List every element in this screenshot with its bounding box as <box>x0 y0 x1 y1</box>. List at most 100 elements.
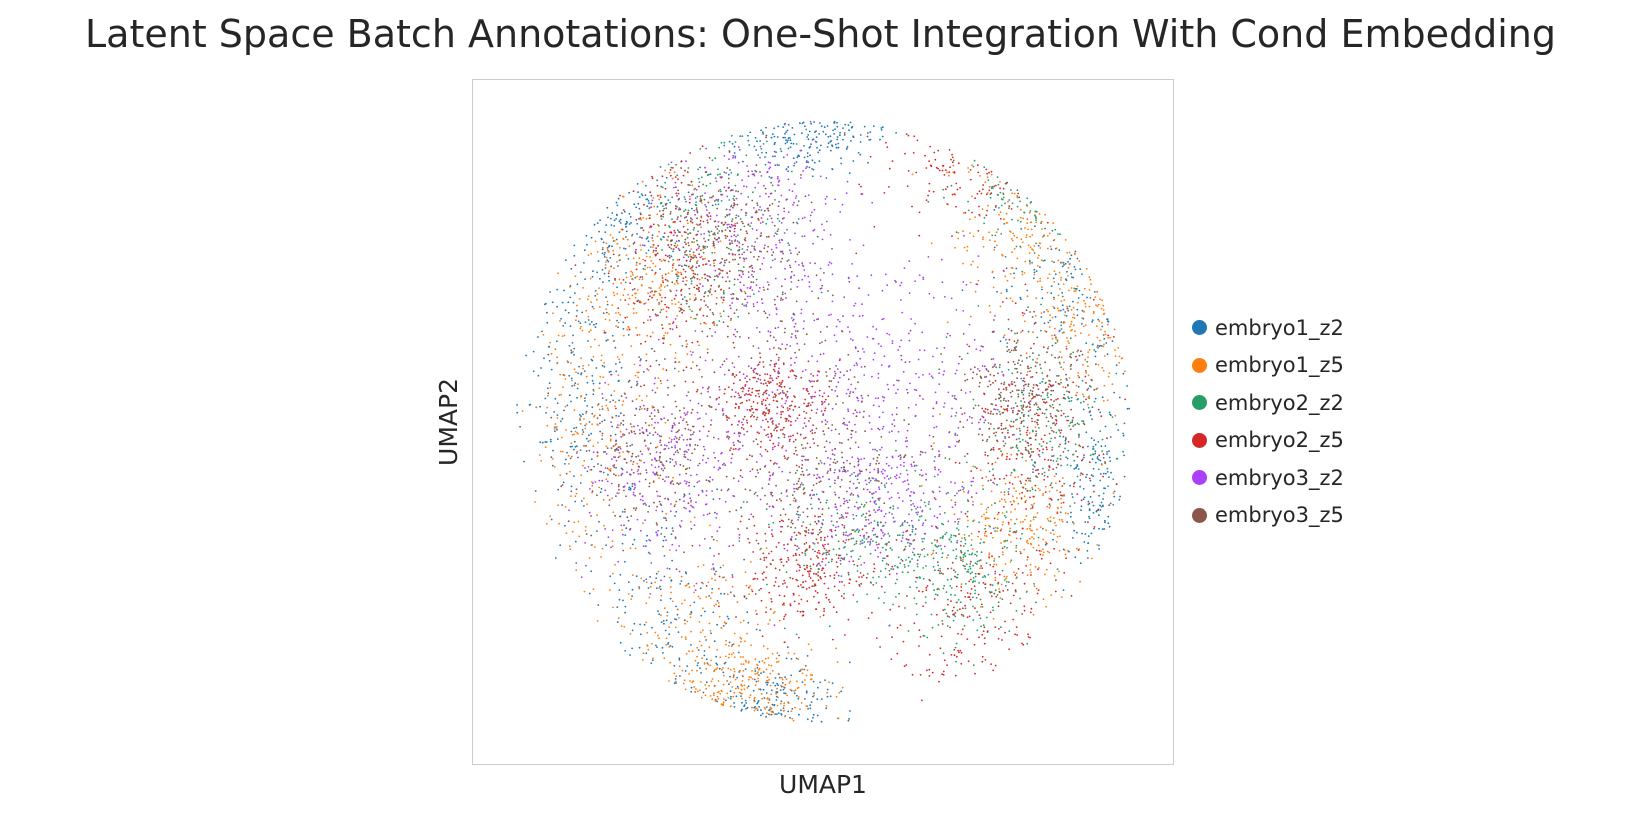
scatter-point <box>1026 441 1029 444</box>
scatter-point <box>674 303 677 305</box>
scatter-point <box>814 515 816 518</box>
scatter-point <box>619 246 621 249</box>
scatter-point <box>1006 589 1009 591</box>
scatter-point <box>1097 508 1100 511</box>
scatter-point <box>765 508 768 510</box>
scatter-point <box>713 669 716 672</box>
scatter-point <box>721 257 724 260</box>
scatter-point <box>1030 366 1032 369</box>
scatter-point <box>654 273 656 276</box>
scatter-point <box>1021 642 1023 645</box>
scatter-point <box>925 565 927 567</box>
scatter-point <box>767 433 769 436</box>
scatter-point <box>1036 336 1039 339</box>
scatter-point <box>763 661 766 664</box>
scatter-point <box>978 573 980 575</box>
scatter-point <box>669 661 671 664</box>
scatter-point <box>553 466 556 468</box>
scatter-point <box>572 301 575 304</box>
scatter-point <box>945 591 948 593</box>
scatter-point <box>1111 340 1114 342</box>
scatter-point <box>755 149 758 151</box>
scatter-point <box>933 598 936 600</box>
scatter-point <box>683 619 686 622</box>
scatter-point <box>584 400 586 402</box>
scatter-point <box>956 527 958 530</box>
scatter-point <box>560 450 562 453</box>
scatter-point <box>1062 308 1065 311</box>
scatter-point <box>896 578 898 581</box>
scatter-point <box>583 590 586 593</box>
scatter-point <box>1027 385 1030 388</box>
scatter-point <box>686 343 689 345</box>
scatter-point <box>658 303 661 305</box>
scatter-point <box>827 587 830 590</box>
scatter-point <box>972 398 975 401</box>
scatter-point <box>1014 522 1016 525</box>
scatter-point <box>1002 196 1005 199</box>
scatter-point <box>580 325 582 328</box>
scatter-point <box>836 125 839 128</box>
scatter-point <box>1063 393 1066 396</box>
scatter-point <box>673 664 676 667</box>
scatter-point <box>1106 318 1109 320</box>
scatter-point <box>884 567 887 570</box>
scatter-point <box>1020 452 1022 455</box>
scatter-point <box>743 394 746 396</box>
scatter-point <box>972 664 975 667</box>
scatter-point <box>944 457 947 459</box>
scatter-point <box>1031 459 1033 461</box>
scatter-point <box>1053 261 1055 264</box>
scatter-point <box>569 325 572 328</box>
scatter-point <box>647 298 650 301</box>
scatter-point <box>623 247 625 250</box>
scatter-point <box>992 536 994 539</box>
scatter-point <box>1040 316 1043 318</box>
scatter-point <box>939 570 941 572</box>
scatter-point <box>999 597 1002 599</box>
scatter-point <box>1042 551 1045 554</box>
scatter-point <box>739 469 742 472</box>
scatter-point <box>732 197 735 200</box>
scatter-point <box>1087 351 1090 353</box>
scatter-point <box>731 388 734 391</box>
scatter-point <box>746 706 749 709</box>
scatter-point <box>1053 575 1056 577</box>
scatter-point <box>996 457 999 460</box>
scatter-point <box>720 703 723 706</box>
scatter-point <box>1047 519 1050 522</box>
scatter-point <box>1003 218 1005 221</box>
scatter-point <box>799 122 801 125</box>
scatter-point <box>1056 341 1059 343</box>
scatter-point <box>800 668 802 671</box>
scatter-point <box>1042 467 1044 470</box>
scatter-point <box>969 178 972 181</box>
scatter-point <box>730 653 733 656</box>
scatter-point <box>757 542 760 545</box>
scatter-point <box>582 431 585 433</box>
scatter-point <box>564 322 567 324</box>
scatter-point <box>950 600 952 603</box>
scatter-point <box>951 153 953 156</box>
scatter-point <box>959 544 962 547</box>
scatter-point <box>991 271 994 274</box>
scatter-point <box>1018 492 1021 495</box>
scatter-point <box>761 697 764 700</box>
scatter-point <box>1062 283 1065 285</box>
scatter-point <box>997 605 1000 608</box>
scatter-point <box>1091 406 1094 409</box>
scatter-point <box>1016 634 1018 636</box>
scatter-point <box>628 191 630 194</box>
scatter-point <box>651 234 654 237</box>
scatter-point <box>1024 283 1027 286</box>
scatter-point <box>1026 574 1029 576</box>
scatter-point <box>1027 450 1030 453</box>
scatter-point <box>717 690 720 693</box>
scatter-point <box>1062 451 1065 453</box>
scatter-point <box>605 478 608 481</box>
scatter-point <box>927 200 930 203</box>
scatter-point <box>628 245 631 248</box>
scatter-point <box>1029 477 1032 480</box>
scatter-point <box>1028 252 1031 254</box>
scatter-point <box>641 180 644 183</box>
